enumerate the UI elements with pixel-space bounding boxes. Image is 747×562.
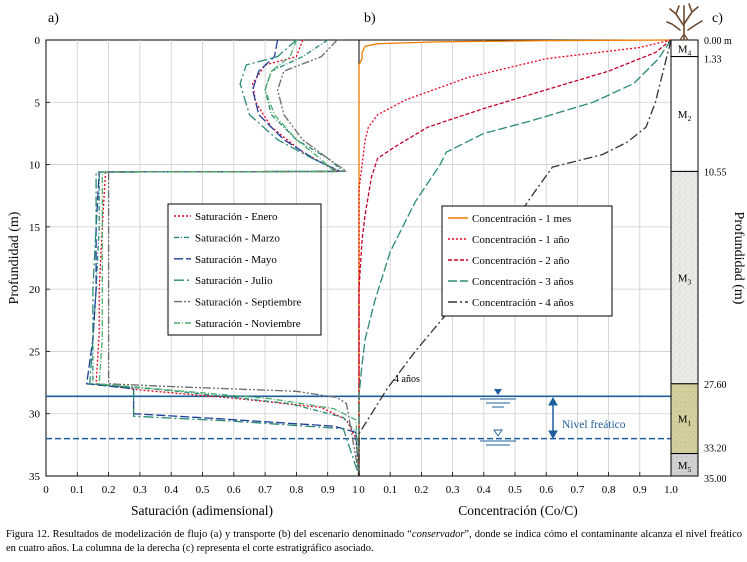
x-tick-label-a: 0.3 <box>133 484 147 496</box>
x-tick-label-b: 0.7 <box>571 484 585 496</box>
x-tick-label-a: 0.8 <box>290 484 304 496</box>
y-tick-label: 20 <box>29 284 41 296</box>
x-tick-label-b: 0.5 <box>508 484 522 496</box>
strat-layer-label: M5 <box>678 460 692 474</box>
series-line-b-2 <box>358 39 672 476</box>
strat-layer <box>670 453 699 477</box>
y-axis-title-right: Profundidad (m) <box>731 212 746 305</box>
strat-layer <box>670 383 699 455</box>
figure-caption: Figura 12. Resultados de modelización de… <box>6 528 742 556</box>
x-tick-label-a: 1 <box>352 484 358 496</box>
x-tick-label-b: 0.8 <box>602 484 616 496</box>
water-table-label: Nivel freático <box>562 419 626 431</box>
x-tick-label-a: 0.9 <box>321 484 335 496</box>
y-tick-label: 0 <box>35 35 41 47</box>
series-line-b-0 <box>358 39 672 476</box>
series-line-a-0 <box>95 39 360 477</box>
caption-prefix: Figura 12. Resultados de modelización de… <box>6 529 412 540</box>
y-tick-label: 30 <box>29 409 41 421</box>
series-line-b-3 <box>358 39 672 476</box>
series-line-a-4 <box>107 39 360 477</box>
y-tick-label: 35 <box>29 471 41 483</box>
series-line-b-1 <box>358 39 672 476</box>
x-tick-label-a: 0.1 <box>70 484 84 496</box>
y-tick-label: 25 <box>29 346 41 358</box>
x-tick-label-a: 0.4 <box>164 484 178 496</box>
strat-depth-label: 10.55 <box>704 167 727 178</box>
annotation-4-years: 4 años <box>394 374 420 385</box>
strat-layer <box>670 170 699 385</box>
x-axis-title-concentration: Concentración (Co/C) <box>458 503 578 518</box>
legend-concentration: Concentración - 1 mes Concentración - 1 a… <box>441 205 613 317</box>
y-tick-label: 10 <box>29 160 41 172</box>
x-tick-label-a: 0.6 <box>227 484 241 496</box>
strat-layer-label: M2 <box>678 109 692 123</box>
legend-label: Concentración - 3 años <box>472 276 574 288</box>
legend-label: Concentración - 1 mes <box>472 213 571 225</box>
strat-layer-label: M3 <box>678 273 692 287</box>
y-tick-label: 5 <box>35 97 41 109</box>
stratigraphic-column: M4 M2 M3 M1 M5 0.00 m 1.33 10.55 27.60 33.20 35.00 <box>670 36 732 485</box>
legend-label: Saturación - Julio <box>195 275 273 287</box>
x-axis-title-saturation: Saturación (adimensional) <box>131 503 273 518</box>
y-tick-label: 15 <box>29 222 41 234</box>
panel-label-c: c) <box>712 11 723 26</box>
tree-icon <box>666 3 703 41</box>
x-tick-label-b: 0.4 <box>477 484 491 496</box>
strat-depth-label: 27.60 <box>704 380 727 391</box>
x-tick-label-b: 0.2 <box>415 484 429 496</box>
strat-depth-label: 33.20 <box>704 444 727 455</box>
x-tick-label-a: 0.2 <box>102 484 116 496</box>
strat-layer-label: M4 <box>678 43 692 57</box>
legend-label: Saturación - Septiembre <box>195 297 301 309</box>
series-line-a-3 <box>89 39 360 477</box>
x-tick-label-b: 0.1 <box>383 484 397 496</box>
strat-depth-label: 35.00 <box>704 474 727 485</box>
caption-suffix: ”, donde se indica cómo el contaminante … <box>6 529 742 554</box>
legend-label: Saturación - Mayo <box>195 254 277 266</box>
series-group-saturation <box>85 39 360 477</box>
legend-label: Concentración - 4 años <box>472 297 574 309</box>
series-line-a-2 <box>85 39 360 477</box>
x-tick-label-b: 0.9 <box>633 484 647 496</box>
water-level-symbol-lower <box>480 429 516 446</box>
y-axis-title-left: Profundidad (m) <box>7 211 22 304</box>
strat-depth-label: 0.00 m <box>704 36 732 47</box>
figure: a) b) c) Profundidad (m) Profundidad (m)… <box>7 3 746 518</box>
strat-layer-label: M1 <box>678 414 692 428</box>
legend-label: Saturación - Enero <box>195 211 278 223</box>
x-tick-label-b: 0.3 <box>446 484 460 496</box>
strat-layer <box>670 56 699 172</box>
legend-label: Saturación - Marzo <box>195 232 280 244</box>
water-level-symbol-upper <box>480 389 516 408</box>
x-tick-label-a: 0 <box>43 484 49 496</box>
x-tick-label-b: 0 <box>359 484 365 496</box>
legend-label: Saturación - Noviembre <box>195 318 301 330</box>
legend-saturation: Saturación - Enero Saturación - Marzo Satu… <box>167 203 322 336</box>
water-table-arrow <box>548 396 558 440</box>
x-tick-label-b: 1.0 <box>664 484 678 496</box>
series-line-a-5 <box>98 39 360 477</box>
strat-depth-label: 1.33 <box>704 55 722 66</box>
x-tick-label-a: 0.5 <box>196 484 210 496</box>
legend-label: Concentración - 2 año <box>472 255 570 267</box>
caption-italic: conservador <box>411 529 465 540</box>
x-tick-label-a: 0.7 <box>258 484 272 496</box>
x-tick-label-b: 0.6 <box>539 484 553 496</box>
panel-label-b: b) <box>364 11 376 26</box>
panel-label-a: a) <box>48 11 59 26</box>
legend-label: Concentración - 1 año <box>472 234 570 246</box>
